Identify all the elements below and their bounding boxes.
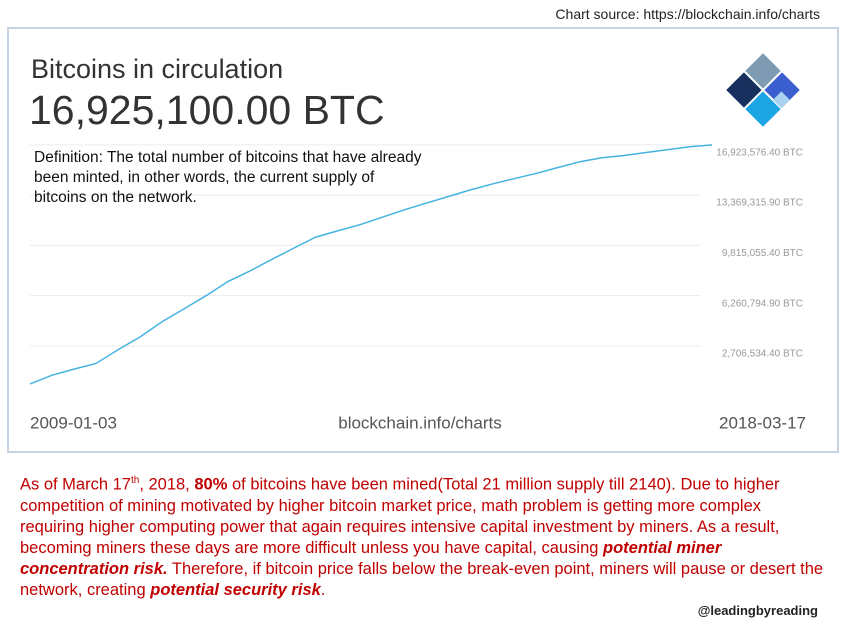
note-text: of bitcoins have been mined(Total 21 mil… — [20, 475, 780, 557]
note-highlight: 80% — [194, 475, 228, 494]
y-tick-label: 13,369,315.90 BTC — [716, 198, 803, 209]
y-tick-label: 2,706,534.40 BTC — [722, 349, 803, 360]
chart-frame — [7, 27, 839, 453]
note: As of March 17th, 2018, 80% of bitcoins … — [20, 470, 825, 601]
note-text: Therefore, if bitcoin price falls below … — [20, 559, 824, 599]
x-tick-label: 2018-03-17 — [719, 413, 806, 432]
note-highlight: potential security risk — [150, 580, 321, 599]
handle: @leadingbyreading — [697, 603, 818, 618]
note-text: th — [130, 475, 140, 486]
chart-subtitle: 16,925,100.00 BTC — [29, 87, 385, 133]
x-tick-label: 2009-01-03 — [30, 413, 117, 432]
definition: Definition: The total number of bitcoins… — [34, 149, 422, 206]
note-highlight: potential miner concentration risk. — [20, 538, 722, 578]
y-tick-label: 9,815,055.40 BTC — [722, 248, 803, 259]
note-text: As of March 17 — [20, 475, 131, 494]
note-text: , 2018, — [139, 475, 195, 494]
y-tick-label: 16,923,576.40 BTC — [716, 147, 803, 158]
y-tick-label: 6,260,794.90 BTC — [722, 298, 803, 309]
watermark: blockchain.info/charts — [338, 413, 501, 432]
note-text: . — [320, 580, 326, 599]
chart-title: Bitcoins in circulation — [31, 54, 284, 84]
logo-part — [745, 91, 781, 127]
logo-part — [745, 53, 781, 89]
line — [29, 144, 713, 385]
source: Chart source: https://blockchain.info/ch… — [555, 6, 820, 22]
